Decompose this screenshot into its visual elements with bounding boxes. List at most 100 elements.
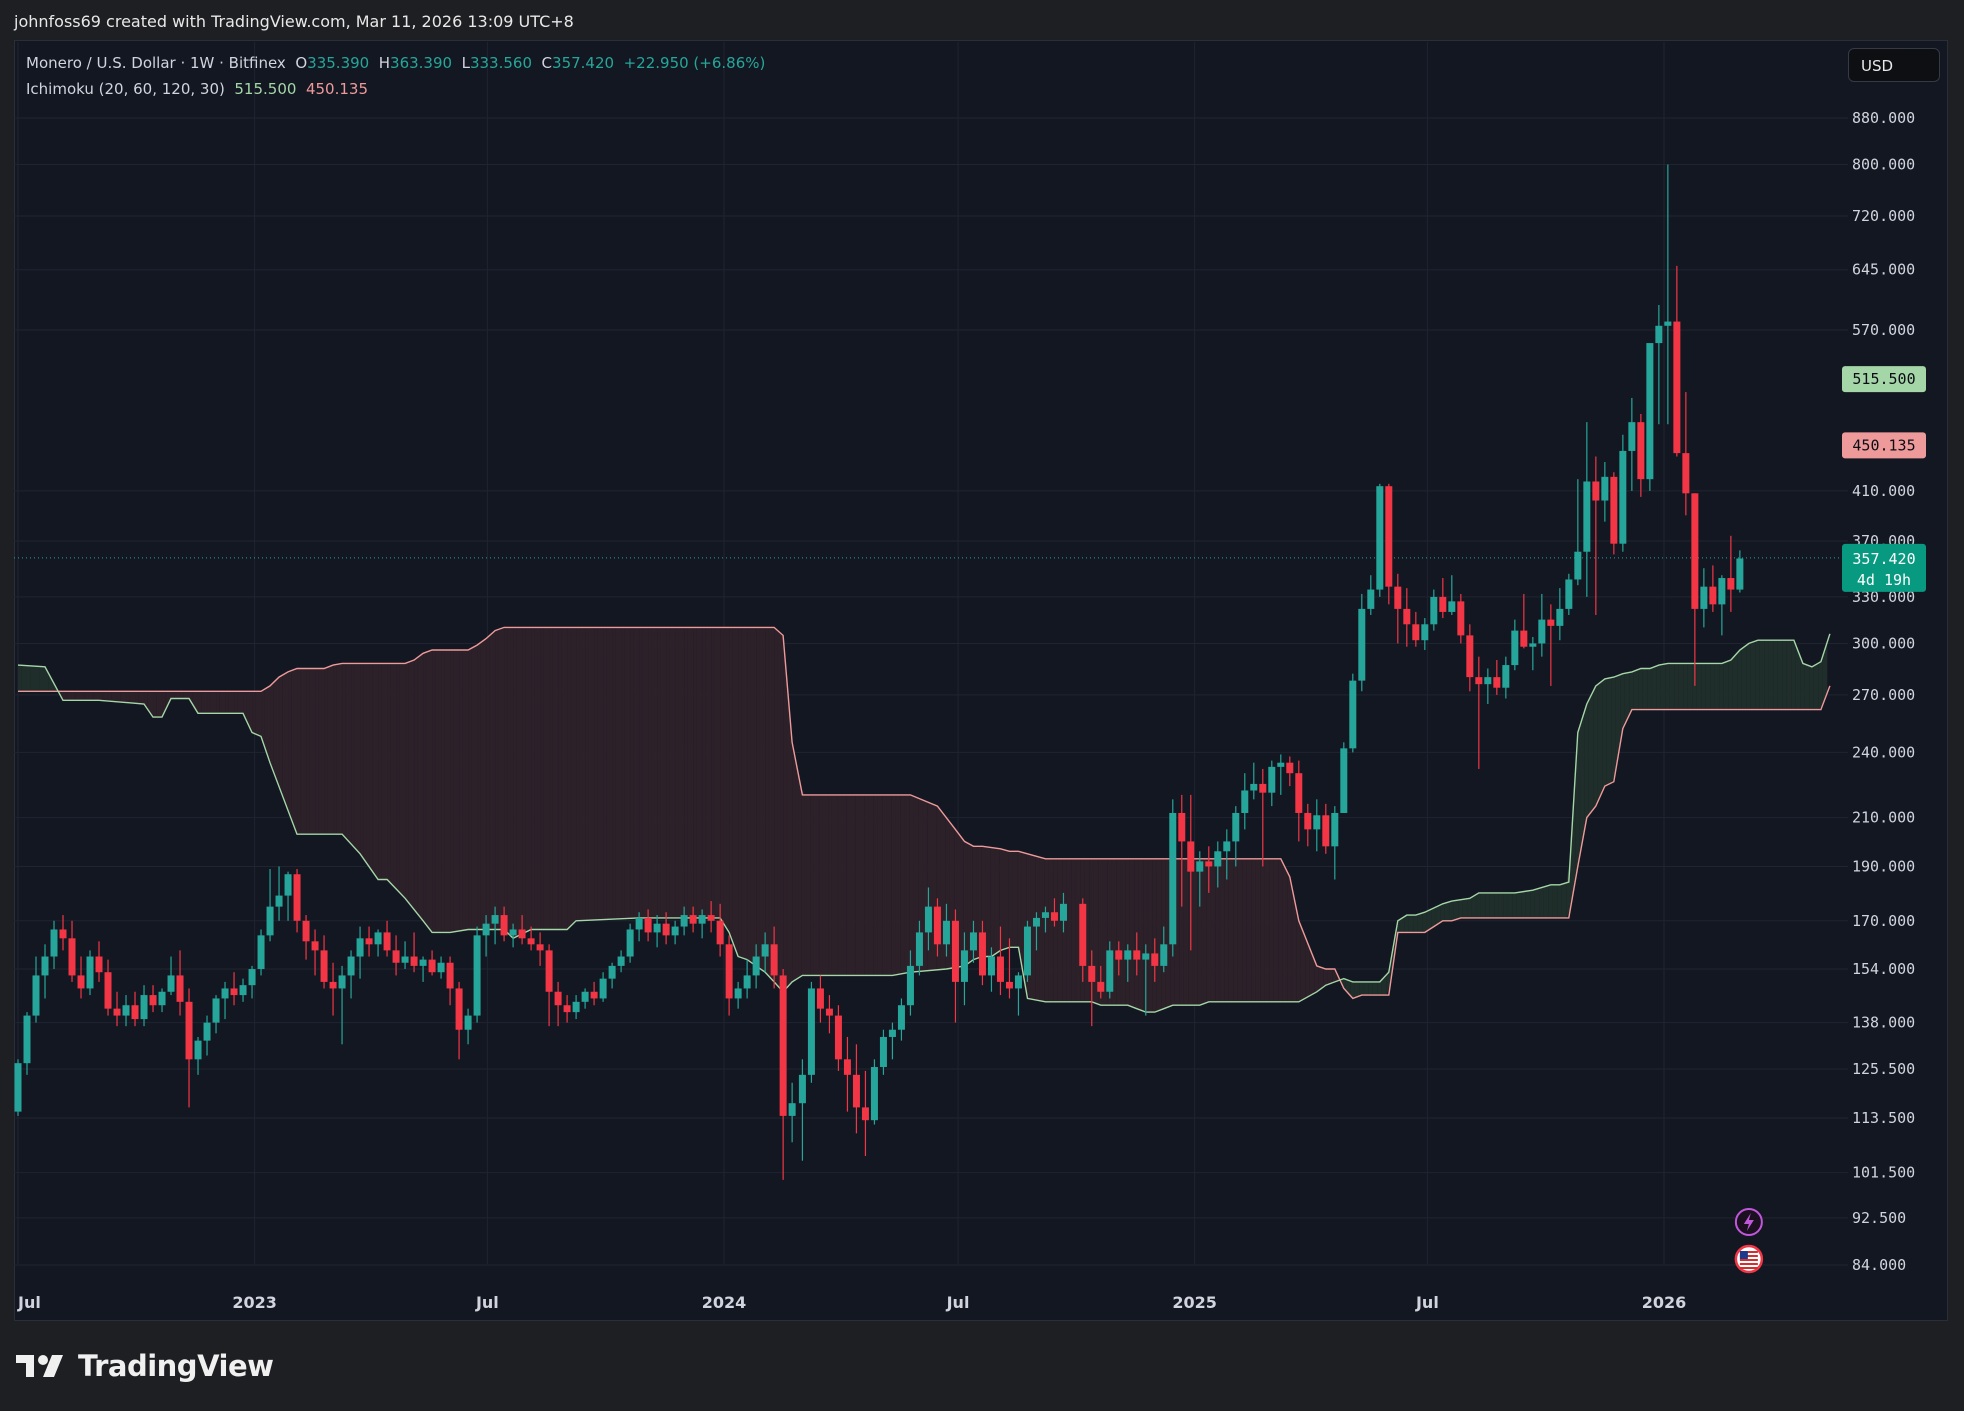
bear-cloud-segment bbox=[219, 691, 226, 714]
bear-cloud-segment bbox=[783, 635, 787, 992]
indicator-legend[interactable]: Ichimoku (20, 60, 120, 30) 515.500 450.1… bbox=[26, 80, 368, 98]
bull-cloud-segment bbox=[1651, 666, 1657, 710]
candle-body bbox=[1358, 608, 1366, 681]
bull-cloud-segment bbox=[1377, 980, 1382, 996]
candle-body bbox=[266, 906, 274, 936]
us-flag-icon[interactable] bbox=[1734, 1244, 1764, 1274]
bear-cloud-segment bbox=[477, 642, 481, 930]
bull-cloud-segment bbox=[1642, 668, 1648, 710]
candle-body bbox=[1340, 748, 1348, 813]
candle-body bbox=[1241, 790, 1249, 813]
candle-body bbox=[716, 920, 724, 945]
y-tick-label: 880.000 bbox=[1852, 109, 1915, 127]
bear-cloud-segment bbox=[819, 794, 823, 976]
candle-body bbox=[1079, 903, 1087, 966]
bear-cloud-segment bbox=[108, 691, 112, 702]
candle-body bbox=[1014, 975, 1022, 989]
bear-cloud-segment bbox=[741, 627, 748, 960]
ichimoku-cloud bbox=[17, 626, 1831, 1013]
bear-cloud-segment bbox=[180, 691, 184, 699]
bear-cloud-segment bbox=[642, 627, 649, 918]
bear-cloud-segment bbox=[1147, 858, 1153, 1013]
bear-cloud-segment bbox=[336, 663, 343, 835]
bear-cloud-segment bbox=[75, 691, 82, 701]
bear-cloud-segment bbox=[804, 794, 811, 976]
candle-body bbox=[509, 929, 517, 936]
y-tick-label: 270.000 bbox=[1852, 686, 1915, 704]
bull-cloud-segment bbox=[48, 673, 55, 692]
flag-stripe bbox=[1739, 1263, 1758, 1265]
lightning-icon[interactable] bbox=[1734, 1208, 1763, 1236]
y-tick-label: 170.000 bbox=[1852, 912, 1915, 930]
bear-cloud-segment bbox=[207, 691, 211, 714]
bull-cloud-segment bbox=[1494, 892, 1499, 918]
bear-cloud-segment bbox=[765, 627, 769, 977]
candle-body bbox=[464, 1015, 472, 1030]
high-value: 363.390 bbox=[390, 54, 453, 72]
bear-cloud-segment bbox=[405, 661, 409, 904]
bull-cloud-segment bbox=[1516, 891, 1522, 918]
bear-cloud-segment bbox=[1134, 858, 1139, 1010]
bear-cloud-segment bbox=[513, 627, 517, 939]
bear-cloud-segment bbox=[63, 691, 67, 701]
bear-cloud-segment bbox=[1120, 858, 1126, 1006]
bear-cloud-segment bbox=[432, 650, 436, 933]
bear-cloud-segment bbox=[684, 627, 688, 918]
bear-cloud-segment bbox=[1237, 858, 1243, 1002]
bear-cloud-segment bbox=[471, 645, 478, 930]
bear-cloud-segment bbox=[1332, 969, 1337, 983]
candle-body bbox=[1376, 486, 1384, 590]
y-tick-label: 113.500 bbox=[1852, 1109, 1915, 1127]
bear-cloud-segment bbox=[426, 650, 433, 933]
candle-body bbox=[572, 1001, 580, 1013]
bull-cloud-segment bbox=[1363, 981, 1369, 996]
candle-body bbox=[788, 1103, 796, 1116]
chart-canvas[interactable]: 880.000 800.000 720.000 645.000 570.000 410.0… bbox=[0, 0, 1964, 1330]
bear-cloud-segment bbox=[480, 638, 487, 930]
bull-cloud-segment bbox=[36, 666, 40, 692]
candle-body bbox=[392, 950, 400, 963]
bear-cloud-segment bbox=[822, 794, 829, 976]
bull-cloud-segment bbox=[1507, 892, 1513, 918]
bear-cloud-segment bbox=[777, 630, 784, 992]
bull-cloud-segment bbox=[1710, 663, 1715, 710]
candle-body bbox=[743, 975, 751, 989]
bull-cloud-segment bbox=[1647, 668, 1652, 710]
symbol-legend[interactable]: Monero / U.S. Dollar · 1W · Bitfinex O33… bbox=[26, 54, 765, 72]
bear-cloud-segment bbox=[945, 815, 950, 970]
bull-cloud-segment bbox=[1440, 903, 1445, 923]
bull-cloud-segment bbox=[1732, 652, 1738, 710]
candle-body bbox=[698, 915, 706, 924]
bear-cloud-segment bbox=[1152, 858, 1157, 1013]
candle-body bbox=[536, 944, 544, 951]
bear-cloud-segment bbox=[342, 663, 346, 839]
candle-body bbox=[1050, 912, 1058, 921]
flag-stripe bbox=[1739, 1267, 1758, 1269]
candle-body bbox=[1097, 981, 1105, 992]
indicator-name: Ichimoku (20, 60, 120, 30) bbox=[26, 80, 225, 98]
candle-body bbox=[1088, 965, 1096, 982]
candle-body bbox=[1466, 635, 1474, 678]
candle-body bbox=[122, 1005, 130, 1016]
candle-body bbox=[662, 923, 670, 936]
bear-cloud-segment bbox=[837, 794, 841, 976]
candle-body bbox=[1142, 953, 1150, 960]
candle-body bbox=[1601, 476, 1609, 501]
bear-cloud-segment bbox=[813, 794, 820, 976]
candle-body bbox=[1412, 624, 1420, 641]
bear-cloud-segment bbox=[450, 650, 454, 933]
bull-cloud-segment bbox=[1368, 981, 1373, 996]
bear-cloud-segment bbox=[585, 627, 589, 921]
currency-button[interactable]: USD bbox=[1848, 48, 1940, 82]
candle-body bbox=[212, 998, 220, 1023]
bear-cloud-segment bbox=[1296, 907, 1301, 1002]
bear-cloud-segment bbox=[792, 742, 796, 982]
candle-body bbox=[293, 874, 301, 921]
bear-cloud-segment bbox=[282, 671, 289, 810]
y-tick-label: 240.000 bbox=[1852, 743, 1915, 761]
y-tick-label: 330.000 bbox=[1852, 588, 1915, 606]
bear-cloud-segment bbox=[309, 668, 316, 835]
open-label: O bbox=[295, 54, 308, 72]
candle-body bbox=[915, 932, 923, 966]
countdown-tag: 4d 19h bbox=[1857, 571, 1911, 589]
